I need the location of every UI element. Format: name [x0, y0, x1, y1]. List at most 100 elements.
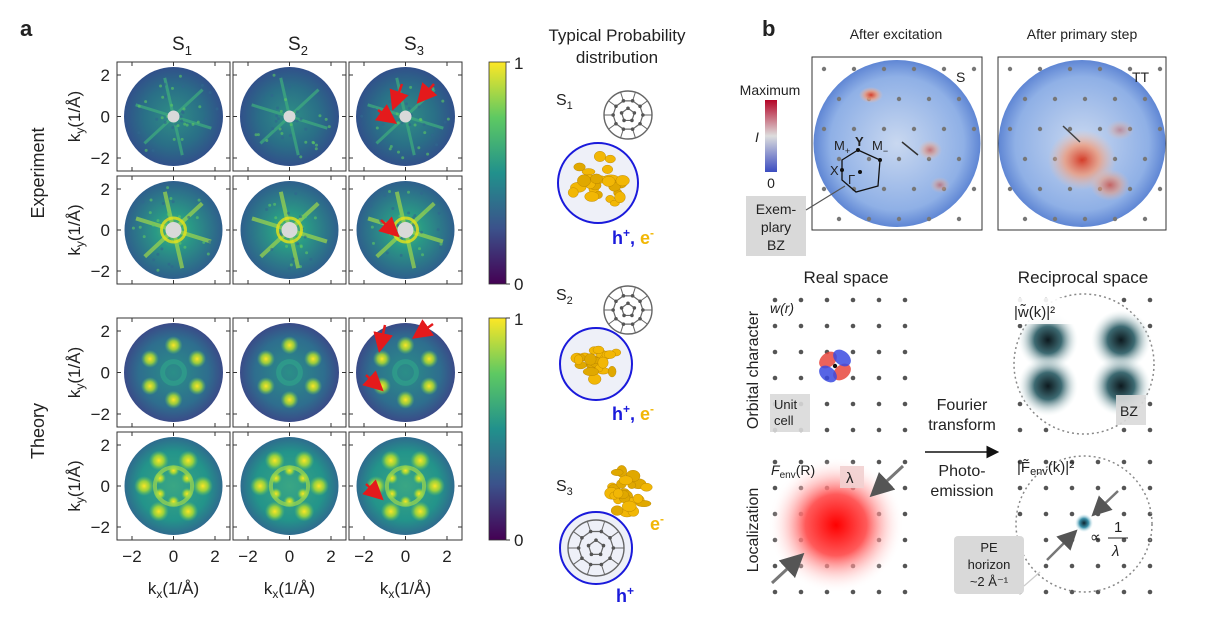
bz-text: BZ: [1120, 403, 1138, 419]
lattice-dot: [1018, 512, 1023, 517]
one-over-lambda: λ: [1111, 543, 1119, 560]
lambda-label: λ: [846, 470, 854, 487]
heatmap-r2-c1: [117, 176, 230, 284]
lattice-dot: [799, 376, 804, 381]
real-space-title: Real space: [803, 268, 888, 287]
lattice-dot: [877, 350, 882, 355]
y-tick-label: 0: [101, 364, 110, 383]
colorbar-maximum: Maximum: [740, 82, 801, 98]
lattice-dot: [1148, 324, 1153, 329]
lattice-dot: [1122, 590, 1127, 595]
lattice-dot: [903, 512, 908, 517]
state-label-3: S3: [556, 478, 573, 498]
fourier-1: Fourier: [937, 397, 988, 414]
y-axis-label: ky(1/Å): [65, 91, 87, 142]
lattice-dot: [877, 298, 882, 303]
y-tick-label: −2: [91, 518, 110, 537]
colorbar-th-bottom: 0: [514, 531, 523, 550]
colorbar-intensity: [765, 100, 777, 172]
lattice-dot: [825, 428, 830, 433]
lattice-dot: [903, 298, 908, 303]
lattice-dot: [1122, 460, 1127, 465]
x-tick-label: −2: [238, 547, 257, 566]
bz-x: X: [830, 163, 839, 178]
lattice-dot: [1148, 298, 1153, 303]
fullerene-illustrations: S1h+, e-S2h+, e-S3e-h+: [556, 91, 664, 606]
lattice-dot: [903, 538, 908, 543]
lattice-dot: [903, 564, 908, 569]
unit-cell-2: cell: [774, 413, 794, 428]
x-axis-label: kx(1/Å): [264, 579, 315, 601]
exemplary-1: Exem-: [756, 201, 797, 217]
lattice-dot: [1070, 512, 1075, 517]
distribution-title-2: distribution: [576, 48, 658, 67]
colorbar-exp-top: 1: [514, 54, 523, 73]
lattice-dot: [1148, 402, 1153, 407]
y-tick-label: 0: [101, 108, 110, 127]
colorbar-experiment: [489, 62, 506, 284]
pe-3: ~2 Å⁻¹: [970, 574, 1009, 589]
state-label-1: S1: [556, 92, 573, 112]
lattice-dot: [1122, 512, 1127, 517]
lattice-dot: [1044, 428, 1049, 433]
heatmap-r1-c1: [117, 62, 230, 171]
lattice-dot: [903, 324, 908, 329]
heatmap-r4-c3: [349, 432, 462, 540]
y-tick-label: 0: [101, 221, 110, 240]
colorbar-theory: [489, 318, 506, 540]
lattice-dot: [903, 486, 908, 491]
lattice-dot: [1148, 590, 1153, 595]
heatmap-r2-c2: [233, 176, 346, 284]
x-axis-label: kx(1/Å): [148, 579, 199, 601]
lattice-dot: [1044, 564, 1049, 569]
heatmap-r4-c1: [117, 432, 230, 540]
map-corner-label-left: S: [956, 69, 965, 85]
lattice-dot: [1122, 564, 1127, 569]
heatmap-r1-c3: [349, 62, 462, 171]
lattice-dot: [903, 460, 908, 465]
map-after-primary-step: TT: [998, 57, 1166, 230]
lattice-dot: [1070, 538, 1075, 543]
exemplary-3: BZ: [767, 237, 785, 253]
charge-label-3: h+: [616, 584, 634, 606]
lattice-dot: [1148, 460, 1153, 465]
lattice-dot: [773, 350, 778, 355]
lattice-dot: [1096, 460, 1101, 465]
lattice-dot: [903, 376, 908, 381]
row-group-experiment: Experiment: [28, 127, 48, 218]
lattice-dot: [1018, 486, 1023, 491]
lattice-dot: [825, 324, 830, 329]
y-tick-label: −2: [91, 262, 110, 281]
bz-y: Y: [855, 134, 864, 149]
lattice-dot: [877, 460, 882, 465]
bz-gamma: Γ: [848, 172, 855, 187]
x-axis-label: kx(1/Å): [380, 579, 431, 601]
lattice-dot: [1044, 512, 1049, 517]
lattice-dot: [1148, 486, 1153, 491]
y-tick-label: 2: [101, 66, 110, 85]
lattice-dot: [851, 324, 856, 329]
lattice-dot: [1018, 402, 1023, 407]
lattice-dot: [903, 402, 908, 407]
heatmap-r3-c1: [117, 318, 230, 427]
lattice-dot: [877, 324, 882, 329]
lattice-dot: [1122, 298, 1127, 303]
figure: a S1 S2 S3 Experiment Theory 20−2ky(1/Å)…: [0, 0, 1206, 635]
lattice-dot: [1096, 564, 1101, 569]
heatmap-r1-c2: [233, 62, 346, 171]
fullerene-icon: [604, 286, 652, 334]
lattice-dot: [1044, 486, 1049, 491]
lattice-dot: [903, 590, 908, 595]
x-tick-label: 0: [169, 547, 178, 566]
row-group-theory: Theory: [28, 403, 48, 459]
y-axis-label: ky(1/Å): [65, 347, 87, 398]
lattice-dot: [799, 324, 804, 329]
lattice-dot: [877, 402, 882, 407]
x-tick-label: 0: [401, 547, 410, 566]
lattice-dot: [1122, 486, 1127, 491]
charge-label-2: h+, e-: [612, 402, 654, 424]
x-tick-label: 2: [210, 547, 219, 566]
lattice-dot: [877, 590, 882, 595]
column-header-s2: S2: [288, 34, 308, 58]
colorbar-i-label: I: [755, 129, 759, 145]
